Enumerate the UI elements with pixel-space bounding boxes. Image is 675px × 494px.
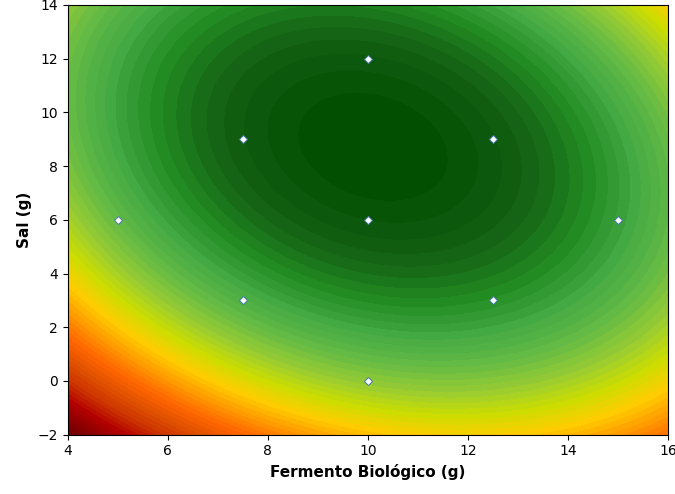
Y-axis label: Sal (g): Sal (g) <box>17 192 32 248</box>
X-axis label: Fermento Biológico (g): Fermento Biológico (g) <box>270 464 466 480</box>
